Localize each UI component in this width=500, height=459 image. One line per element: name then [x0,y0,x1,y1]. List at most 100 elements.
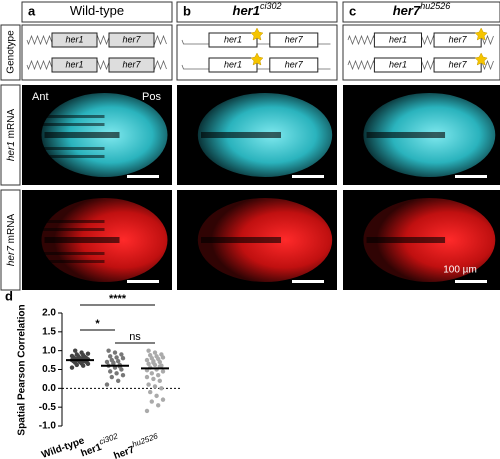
dot [152,384,158,389]
title-gene: her7 [393,3,421,18]
panel-label: a [28,3,36,18]
gene-label: her1 [224,59,242,69]
category-sup: ci302 [98,431,120,446]
gene-box [269,32,319,48]
dot [144,374,150,380]
midline [366,237,446,243]
scale-bar-label: 100 µm [443,265,477,276]
dot [85,351,91,356]
gene-label: her1 [65,34,83,44]
scale-bar [455,280,487,283]
row-text: mRNA [6,214,17,244]
gene-box [208,57,258,73]
anterior-label: Ant [32,91,49,103]
dot [154,393,159,399]
title-text: Wild-type [70,3,124,18]
midline [366,132,446,138]
gene-label: her1 [65,59,83,69]
gene-label: her7 [449,34,468,44]
genotype-label: Genotype [6,30,17,74]
header-box [342,1,500,23]
dot [146,348,151,353]
midline [201,237,281,243]
y-axis-label: Spatial Pearson Correlation [17,304,28,435]
posterior-label: Pos [142,91,161,103]
label-box [0,24,21,81]
title-gene: her1 [233,3,260,18]
dot [69,353,75,359]
mutation-star [474,27,488,41]
dot [120,356,126,361]
dot [156,403,161,408]
dot [74,352,80,357]
panel-title: her7hu2526 [393,1,451,18]
dot [151,360,156,365]
dot [148,352,153,358]
y-tick-label: -0.5 [39,402,57,413]
dot [144,357,150,363]
gene-label: her1 [389,59,407,69]
significance-label: * [95,318,100,330]
row-label: her1 mRNA [6,109,17,162]
y-tick-label: 0.0 [42,383,56,394]
significance-label: **** [109,293,127,305]
dot [116,359,121,364]
gene-box [269,57,319,73]
panel-label: d [5,288,13,303]
gene-label: her7 [285,59,304,69]
dot [106,348,111,353]
dot [116,378,121,383]
dot [144,408,150,414]
dot [159,386,164,391]
dot [160,397,166,402]
mutation-star [250,27,264,41]
stripe [37,252,105,255]
x-tick-label: her7hu2526 [111,431,161,459]
scale-bar [292,175,324,178]
gene-box [433,57,482,73]
dot [146,361,151,367]
dot [104,359,110,365]
dot [119,352,124,357]
dot [157,378,162,383]
gene-label: her1 [389,34,407,44]
dot [159,352,164,357]
dot [152,350,158,355]
gene-label: her1 [224,34,242,44]
dot [151,376,156,382]
panel-label: c [349,3,356,18]
genotype-box [21,24,173,81]
dot [156,372,161,378]
dot [104,382,110,387]
panel-label: b [183,3,191,18]
gene-label: her7 [122,59,141,69]
dot [79,350,84,355]
scale-bar [455,175,487,178]
gene-box [51,57,98,73]
dot [108,354,113,359]
gene-box [108,32,155,48]
dot [69,365,75,370]
mutation-star [474,52,488,66]
dot [149,371,154,376]
gene-box [108,57,155,73]
gene-label: her7 [449,59,468,69]
gene-name: her7 [6,246,17,266]
gene-box [373,32,422,48]
stripe [37,123,105,126]
panel-title: Wild-type [70,3,124,18]
dot [148,389,153,395]
dot [111,360,116,365]
label-box [0,84,21,186]
dot [114,355,119,360]
gene-box [373,57,422,73]
gene-name: her1 [6,141,17,161]
row-label: her7 mRNA [6,214,17,267]
header-box [176,1,338,23]
dot [114,371,119,376]
dot [146,382,151,387]
dot [120,372,126,378]
midline [44,132,120,138]
title-allele: hu2526 [420,1,450,11]
y-tick-label: 1.0 [42,345,56,356]
